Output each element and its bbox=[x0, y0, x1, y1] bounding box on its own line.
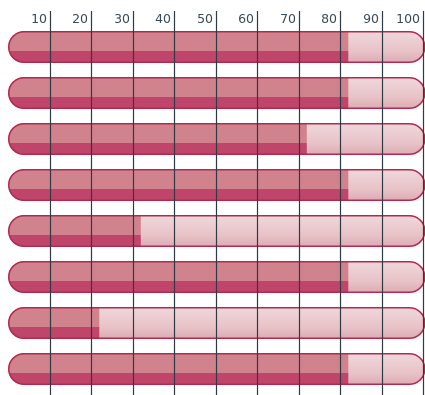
bar-fill-2 bbox=[8, 77, 349, 109]
gridlines bbox=[49, 11, 425, 395]
tick-label-80: 80 bbox=[321, 11, 337, 26]
bar-8 bbox=[8, 353, 425, 385]
tick-label-60: 60 bbox=[238, 11, 254, 26]
tick-label-70: 70 bbox=[280, 11, 296, 26]
bar-fill-6 bbox=[8, 261, 349, 293]
bar-fill-3 bbox=[8, 123, 307, 155]
bar-fill-7 bbox=[8, 307, 100, 339]
bar-fill-5 bbox=[8, 215, 141, 247]
tick-label-50: 50 bbox=[197, 11, 213, 26]
tick-label-30: 30 bbox=[114, 11, 130, 26]
tick-label-90: 90 bbox=[363, 11, 379, 26]
bar-fill-1 bbox=[8, 31, 349, 63]
tick-label-10: 10 bbox=[31, 11, 47, 26]
bar-fill-4 bbox=[8, 169, 349, 201]
tick-label-20: 20 bbox=[72, 11, 88, 26]
tick-labels: 10 20 30 40 50 60 70 80 90 100 bbox=[31, 11, 420, 26]
bar-fill-8 bbox=[8, 353, 349, 385]
tick-label-100: 100 bbox=[396, 11, 420, 26]
tick-label-40: 40 bbox=[155, 11, 171, 26]
